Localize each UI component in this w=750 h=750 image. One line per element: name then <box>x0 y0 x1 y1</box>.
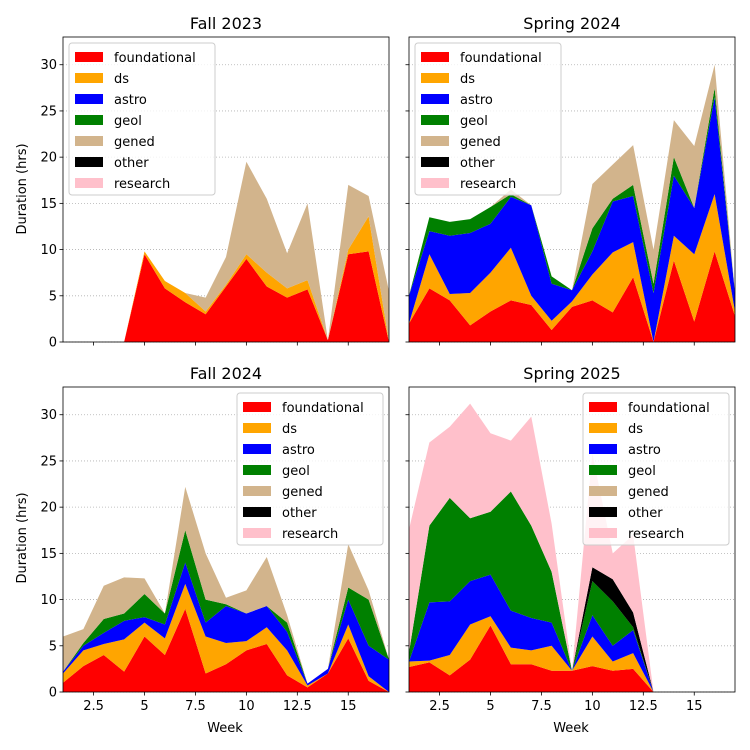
legend-label-astro: astro <box>114 93 147 108</box>
y-tick-label: 30 <box>40 408 57 423</box>
legend-label-research: research <box>460 177 516 192</box>
legend-swatch-geol <box>421 115 449 125</box>
x-tick-label: 7.5 <box>185 699 206 714</box>
y-axis-label-bottom: Duration (hrs) <box>15 492 30 583</box>
legend-swatch-ds <box>243 423 271 433</box>
x-tick-label: 10 <box>238 699 255 714</box>
legend-swatch-gened <box>243 486 271 496</box>
x-tick-label: 12.5 <box>629 699 658 714</box>
legend-swatch-ds <box>589 423 617 433</box>
legend-label-geol: geol <box>114 114 142 129</box>
legend-label-other: other <box>628 506 663 521</box>
legend-swatch-ds <box>421 73 449 83</box>
subplot-title: Spring 2024 <box>523 14 620 33</box>
x-tick-label: 5 <box>140 699 148 714</box>
x-tick-label: 2.5 <box>83 699 104 714</box>
legend-swatch-foundational <box>243 402 271 412</box>
subplot-title: Fall 2023 <box>190 14 262 33</box>
legend-label-ds: ds <box>628 422 643 437</box>
legend-label-gened: gened <box>114 135 155 150</box>
legend-swatch-foundational <box>589 402 617 412</box>
legend-swatch-astro <box>243 444 271 454</box>
legend-label-other: other <box>282 506 317 521</box>
legend-label-gened: gened <box>628 485 669 500</box>
legend-label-research: research <box>628 527 684 542</box>
x-axis-label-right: Week <box>553 721 589 736</box>
legend-swatch-research <box>243 528 271 538</box>
legend-label-foundational: foundational <box>282 401 364 416</box>
y-tick-label: 15 <box>40 547 57 562</box>
x-tick-label: 15 <box>686 699 703 714</box>
legend-label-geol: geol <box>282 464 310 479</box>
legend-swatch-other <box>75 157 103 167</box>
legend-label-foundational: foundational <box>114 51 196 66</box>
legend-label-foundational: foundational <box>460 51 542 66</box>
legend-label-geol: geol <box>460 114 488 129</box>
subplot-title: Fall 2024 <box>190 364 262 383</box>
y-tick-label: 20 <box>40 151 57 166</box>
y-tick-label: 5 <box>49 289 57 304</box>
x-tick-label: 15 <box>340 699 357 714</box>
legend-swatch-ds <box>75 73 103 83</box>
subplot-title: Spring 2025 <box>523 364 620 383</box>
y-tick-label: 0 <box>49 686 57 701</box>
y-tick-label: 10 <box>40 243 57 258</box>
y-tick-label: 10 <box>40 593 57 608</box>
legend-swatch-geol <box>243 465 271 475</box>
y-tick-label: 5 <box>49 639 57 654</box>
legend-swatch-geol <box>75 115 103 125</box>
legend-label-research: research <box>282 527 338 542</box>
legend-swatch-other <box>243 507 271 517</box>
x-axis-label-left: Week <box>207 721 243 736</box>
legend-label-ds: ds <box>460 72 475 87</box>
y-tick-label: 25 <box>40 104 57 119</box>
y-tick-label: 15 <box>40 197 57 212</box>
legend-swatch-research <box>75 178 103 188</box>
legend-label-ds: ds <box>114 72 129 87</box>
legend-label-gened: gened <box>460 135 501 150</box>
y-axis-label-top: Duration (hrs) <box>15 143 30 234</box>
y-tick-label: 0 <box>49 336 57 351</box>
legend-swatch-research <box>421 178 449 188</box>
legend-swatch-gened <box>75 136 103 146</box>
legend-swatch-research <box>589 528 617 538</box>
legend-label-foundational: foundational <box>628 401 710 416</box>
legend-label-other: other <box>460 156 495 171</box>
legend-label-other: other <box>114 156 149 171</box>
legend-label-gened: gened <box>282 485 323 500</box>
legend-swatch-astro <box>589 444 617 454</box>
legend-swatch-gened <box>589 486 617 496</box>
y-tick-label: 30 <box>40 58 57 73</box>
x-tick-label: 5 <box>486 699 494 714</box>
y-tick-label: 20 <box>40 501 57 516</box>
legend-swatch-gened <box>421 136 449 146</box>
legend-label-astro: astro <box>282 443 315 458</box>
legend-swatch-geol <box>589 465 617 475</box>
legend-swatch-other <box>421 157 449 167</box>
x-tick-label: 12.5 <box>283 699 312 714</box>
legend-swatch-other <box>589 507 617 517</box>
legend-label-astro: astro <box>628 443 661 458</box>
legend-label-ds: ds <box>282 422 297 437</box>
legend-label-geol: geol <box>628 464 656 479</box>
y-tick-label: 25 <box>40 454 57 469</box>
x-tick-label: 10 <box>584 699 601 714</box>
legend-swatch-foundational <box>75 52 103 62</box>
legend-label-research: research <box>114 177 170 192</box>
x-tick-label: 7.5 <box>531 699 552 714</box>
legend-swatch-astro <box>75 94 103 104</box>
legend-label-astro: astro <box>460 93 493 108</box>
legend-swatch-foundational <box>421 52 449 62</box>
legend-swatch-astro <box>421 94 449 104</box>
x-tick-label: 2.5 <box>429 699 450 714</box>
